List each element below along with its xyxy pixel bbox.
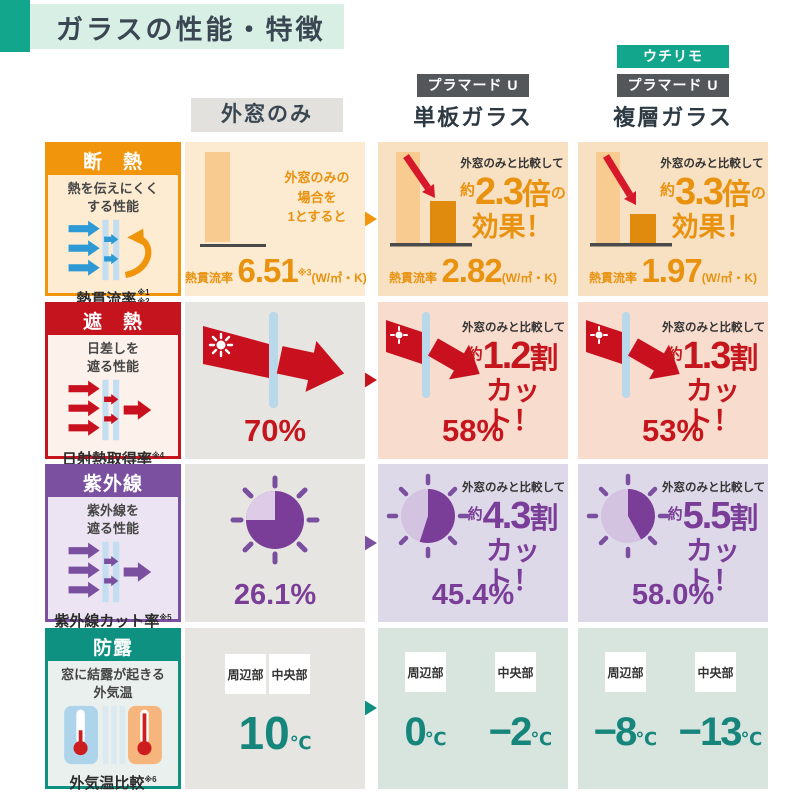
badge-plamade-u-single: プラマード U [417, 74, 529, 97]
row-label-condensation: 防露 窓に結露が起きる 外気温 [45, 628, 181, 792]
bar-baseline [200, 244, 266, 247]
shading-double-text: 外窓のみと比較して 約1.3割 カット！ [662, 322, 766, 436]
insulation-single-cell: 外窓のみと比較して 約2.3倍の 効果！ 熱貫流率 2.82(W/㎡・K) [378, 142, 568, 296]
row-desc-shading: 日差しを 遮る性能 [86, 341, 139, 374]
u-value-double: 熱貫流率 1.97(W/㎡・K) [588, 252, 758, 289]
title-accent-square [0, 0, 30, 52]
bar-chart-outer [205, 152, 230, 242]
shading-outer-cell: 70% [185, 302, 365, 459]
uv-single-text: 外窓のみと比較して 約4.3割 カット！ [462, 482, 566, 596]
uv-outer-value: 26.1% [233, 579, 317, 611]
shading-double-value: 53% [641, 413, 705, 448]
uv-single-cell: 外窓のみと比較して 約4.3割 カット！ 45.4% [378, 464, 568, 622]
condensation-single-cell: 周辺部 中央部 0℃ −2℃ [378, 628, 568, 789]
badge-uchirimo: ウチリモ [617, 45, 729, 68]
row-metric-uv: 紫外線カット率※5 [54, 613, 172, 631]
title-band [30, 4, 344, 49]
sun-arrow-single-icon [386, 312, 480, 398]
row-title-shading: 遮 熱 [48, 305, 178, 335]
page-title: ガラスの性能・特徴 [56, 15, 326, 45]
row-desc-uv: 紫外線を 遮る性能 [86, 503, 139, 536]
column-header-double-glass: 複層ガラス [613, 105, 733, 130]
row-title-insulation: 断 熱 [48, 145, 178, 175]
shading-outer-value: 70% [243, 413, 307, 448]
insulation-arrows-icon [61, 218, 165, 287]
row-desc-insulation: 熱を伝えにくく する性能 [67, 181, 159, 214]
row-title-condensation: 防露 [48, 631, 178, 661]
condensation-single-edge-value: 0℃ [404, 710, 447, 754]
row-metric-condensation: 外気温比較※6 [69, 775, 157, 793]
row-label-body-uv: 紫外線を 遮る性能 紫外線カット率※5 [48, 497, 178, 637]
row-metric-shading: 日射熱取得率※4 [61, 451, 165, 469]
center-label-box: 中央部 [495, 652, 536, 692]
insulation-single-text: 外窓のみと比較して 約2.3倍の 効果！ [460, 158, 566, 243]
row-title-uv: 紫外線 [48, 467, 178, 497]
condensation-double-cell: 周辺部 中央部 −8℃ −13℃ [578, 628, 768, 789]
insulation-outer-cell: 外窓のみの 場合を 1とすると 熱貫流率 6.51※3(W/㎡・K) [185, 142, 367, 296]
condensation-double-edge-value: −8℃ [593, 710, 658, 754]
edge-label-box: 周辺部 [405, 652, 446, 692]
row-label-shading: 遮 熱 日差しを 遮る性能 日射熱取得率※4 [45, 302, 181, 468]
uv-single-value: 45.4% [431, 579, 515, 611]
insulation-double-text: 外窓のみと比較して 約3.3倍の 効果！ [660, 158, 766, 243]
row-label-insulation: 断 熱 熱を伝えにくく する性能 熱貫 [45, 142, 181, 308]
uv-pie-outer-icon [230, 475, 320, 565]
edge-label-box: 周辺部 [605, 652, 646, 692]
uv-double-value: 58.0% [631, 579, 715, 611]
condensation-outer-value: 10℃ [238, 707, 312, 759]
shading-single-cell: 外窓のみと比較して 約1.2割 カット！ 58% [378, 302, 568, 459]
uv-pie-double-icon [586, 473, 670, 559]
sun-arrow-outer-icon [203, 312, 345, 408]
uv-double-cell: 外窓のみと比較して 約5.5割 カット！ 58.0% [578, 464, 768, 622]
column-header-single-glass: 単板ガラス [413, 105, 533, 130]
shading-arrows-icon [61, 378, 165, 447]
center-label-box: 中央部 [695, 652, 736, 692]
bar-chart-single-icon [390, 152, 472, 247]
edge-label-box: 周辺部 [225, 654, 266, 694]
row-label-uv: 紫外線 紫外線を 遮る性能 紫外線カット率※5 [45, 464, 181, 630]
row-label-body-shading: 日差しを 遮る性能 日射熱取得率※4 [48, 335, 178, 475]
shading-double-cell: 外窓のみと比較して 約1.3割 カット！ 53% [578, 302, 768, 459]
condensation-outer-cell: 周辺部 中央部 10℃ [185, 628, 365, 789]
row-label-body-insulation: 熱を伝えにくく する性能 熱貫流率※1※2 [48, 175, 178, 315]
thermometer-icon [60, 704, 166, 771]
insulation-double-cell: 外窓のみと比較して 約3.3倍の 効果！ 熱貫流率 1.97(W/㎡・K) [578, 142, 768, 296]
uv-arrows-icon [61, 540, 165, 609]
column-header-outer-only: 外窓のみ [191, 98, 343, 132]
uv-outer-cell: 26.1% [185, 464, 365, 622]
row-desc-condensation: 窓に結露が起きる 外気温 [61, 667, 165, 700]
bar-chart-double-icon [590, 152, 672, 247]
shading-single-value: 58% [441, 413, 505, 448]
row-label-body-condensation: 窓に結露が起きる 外気温 外気温比 [48, 661, 178, 799]
sun-arrow-double-icon [586, 312, 680, 398]
uv-double-text: 外窓のみと比較して 約5.5割 カット！ [662, 482, 766, 596]
condensation-single-center-value: −2℃ [488, 710, 553, 754]
badge-plamade-u-double: プラマード U [617, 74, 729, 97]
center-label-box: 中央部 [269, 654, 310, 694]
u-value-outer: 熱貫流率 6.51※3(W/㎡・K) [185, 252, 367, 289]
outer-baseline-caption: 外窓のみの 場合を 1とすると [284, 170, 350, 224]
u-value-single: 熱貫流率 2.82(W/㎡・K) [388, 252, 558, 289]
uv-pie-single-icon [386, 473, 470, 559]
shading-single-text: 外窓のみと比較して 約1.2割 カット！ [462, 322, 566, 436]
condensation-double-center-value: −13℃ [678, 710, 763, 754]
